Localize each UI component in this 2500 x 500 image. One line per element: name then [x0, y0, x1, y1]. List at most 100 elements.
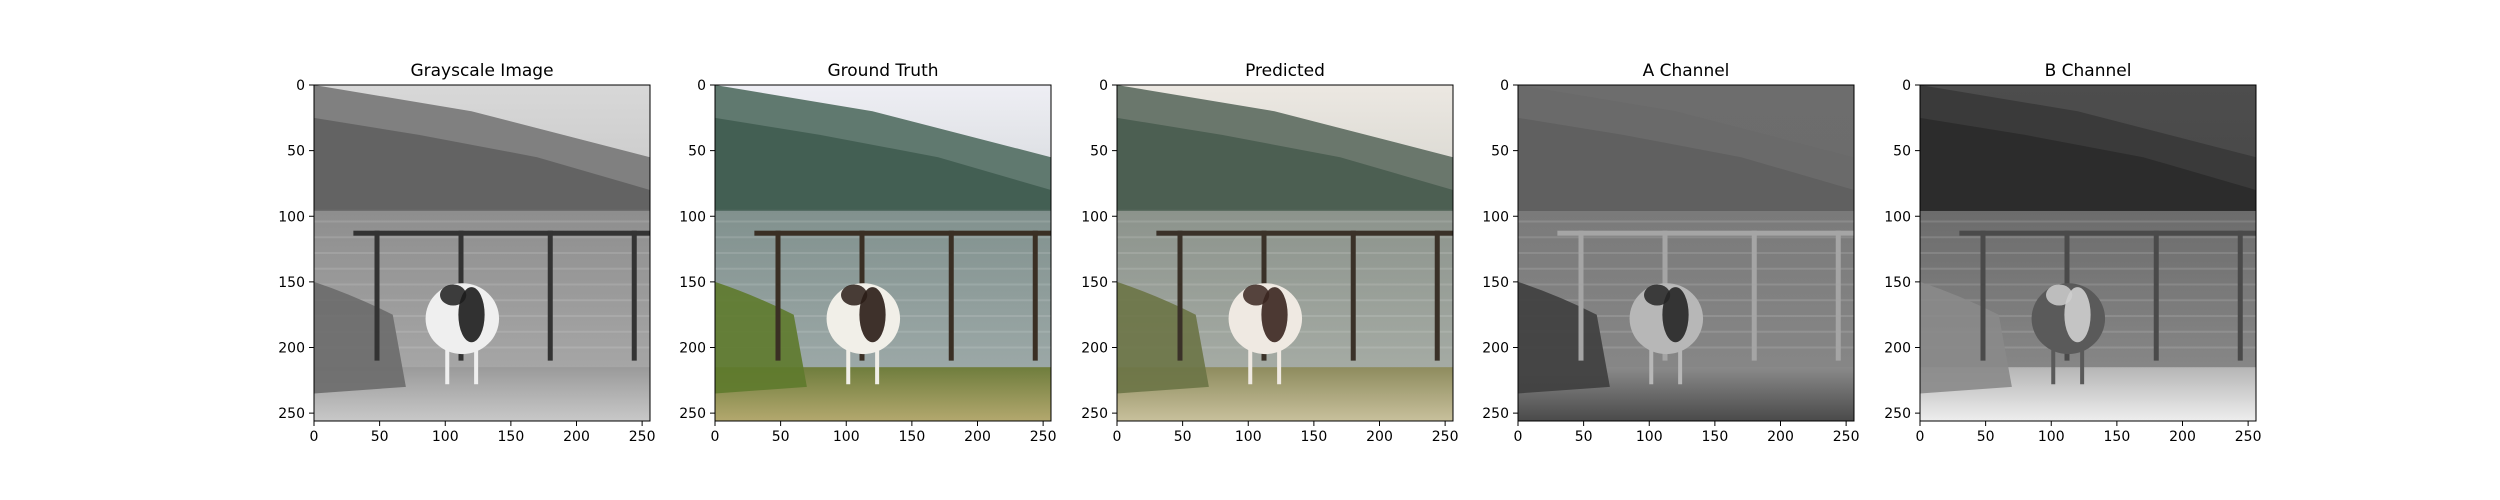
- x-tick-label: 250: [629, 429, 656, 445]
- y-tick-label: 150: [1081, 275, 1108, 291]
- y-tick-label: 150: [1482, 275, 1509, 291]
- fence-rail: [1156, 230, 1453, 236]
- y-tick-label: 150: [679, 275, 706, 291]
- fence-post: [2153, 230, 2159, 361]
- axes-frame: [1517, 84, 1855, 422]
- y-tick-label: 0: [1902, 78, 1911, 94]
- y-tick-label: 150: [1884, 275, 1911, 291]
- subplot-grayscale-image: Grayscale Image 0 50 100 150 200 250 0 50 100 150 2…: [278, 61, 655, 445]
- subplot-a-channel: A Channel 0 50 100 150 200 250 0 50 100 150 200 250: [1482, 61, 1859, 445]
- fence-post: [374, 230, 380, 361]
- x-tick-label: 100: [1235, 429, 1262, 445]
- dog-leg: [474, 347, 479, 385]
- y-tick-label: 200: [1081, 341, 1108, 357]
- x-tick-label: 50: [772, 429, 790, 445]
- dog-leg: [445, 347, 450, 385]
- x-tick-label: 200: [2169, 429, 2196, 445]
- subplot-title: Ground Truth: [827, 61, 938, 81]
- fence-rail: [754, 230, 1051, 236]
- y-tick-label: 50: [1893, 144, 1911, 160]
- dog-leg: [1649, 347, 1654, 385]
- y-tick-label: 250: [679, 406, 706, 422]
- y-tick-label: 100: [1482, 209, 1509, 225]
- image-content: [314, 85, 650, 421]
- y-tick-label: 250: [1482, 406, 1509, 422]
- fence-post: [1980, 230, 1986, 361]
- x-tick-label: 150: [2104, 429, 2131, 445]
- x-tick-label: 150: [1301, 429, 1328, 445]
- x-tick-label: 150: [899, 429, 926, 445]
- x-tick-label: 100: [432, 429, 459, 445]
- x-tick-label: 50: [1174, 429, 1192, 445]
- y-tick-label: 100: [278, 209, 305, 225]
- x-tick-label: 200: [964, 429, 991, 445]
- subplot-predicted: Predicted 0 50 100 150 200 250 0 50 100 150 200 250: [1081, 61, 1458, 445]
- y-tick-label: 100: [1884, 209, 1911, 225]
- x-tick-label: 0: [1113, 429, 1122, 445]
- subplot-title: Grayscale Image: [410, 61, 553, 81]
- x-tick-label: 0: [711, 429, 720, 445]
- axes-frame: [714, 84, 1052, 422]
- dog-patch: [1662, 287, 1689, 343]
- x-tick-label: 250: [1833, 429, 1860, 445]
- image-content: [1920, 85, 2256, 421]
- y-tick-label: 200: [1884, 341, 1911, 357]
- forest-hill: [1117, 117, 1453, 213]
- forest-hill: [715, 117, 1051, 213]
- fence-post: [1032, 230, 1038, 361]
- forest-hill: [1920, 117, 2256, 213]
- y-tick-label: 0: [296, 78, 305, 94]
- dog-leg: [1678, 347, 1683, 385]
- dog-leg: [2051, 347, 2056, 385]
- y-tick-label: 200: [278, 341, 305, 357]
- x-tick-label: 0: [1514, 429, 1523, 445]
- dog-leg: [1248, 347, 1253, 385]
- x-tick-label: 150: [498, 429, 525, 445]
- fence-rail: [353, 230, 650, 236]
- x-tick-label: 50: [1977, 429, 1995, 445]
- x-tick-label: 0: [1916, 429, 1925, 445]
- axes-frame: [1116, 84, 1454, 422]
- fence-post: [2237, 230, 2243, 361]
- fence-post: [547, 230, 553, 361]
- y-tick-label: 250: [1081, 406, 1108, 422]
- fence-post: [631, 230, 637, 361]
- fence-post: [1835, 230, 1841, 361]
- fence-post: [1751, 230, 1757, 361]
- fence-post: [1578, 230, 1584, 361]
- image-content: [1117, 85, 1453, 421]
- image-content: [715, 85, 1051, 421]
- image-content: [1518, 85, 1854, 421]
- dog-leg: [875, 347, 880, 385]
- y-tick-label: 250: [278, 406, 305, 422]
- fence-rail: [1959, 230, 2256, 236]
- y-tick-label: 250: [1884, 406, 1911, 422]
- forest-hill: [1518, 117, 1854, 213]
- dog-head: [2046, 284, 2073, 306]
- dog-head: [1243, 284, 1270, 306]
- x-tick-label: 150: [1702, 429, 1729, 445]
- x-tick-label: 100: [833, 429, 860, 445]
- dog-leg: [846, 347, 851, 385]
- y-tick-label: 0: [697, 78, 706, 94]
- dog-patch: [859, 287, 886, 343]
- y-tick-label: 50: [287, 144, 305, 160]
- axes-frame: [313, 84, 651, 422]
- fence-rail: [1557, 230, 1854, 236]
- y-tick-label: 100: [1081, 209, 1108, 225]
- dog-patch: [2064, 287, 2091, 343]
- y-tick-label: 50: [1090, 144, 1108, 160]
- dog-leg: [2080, 347, 2085, 385]
- subplot-ground-truth: Ground Truth 0 50 100 150 200 250 0 50 100 150 200 2…: [679, 61, 1056, 445]
- fence-post: [948, 230, 954, 361]
- y-tick-label: 150: [278, 275, 305, 291]
- x-tick-label: 250: [1432, 429, 1459, 445]
- y-tick-label: 50: [1491, 144, 1509, 160]
- subplot-title: A Channel: [1643, 61, 1730, 81]
- x-tick-label: 50: [1575, 429, 1593, 445]
- x-tick-label: 50: [371, 429, 389, 445]
- grass-clump: [715, 281, 807, 394]
- x-tick-label: 100: [2038, 429, 2065, 445]
- x-tick-label: 100: [1636, 429, 1663, 445]
- axes-frame: [1919, 84, 2257, 422]
